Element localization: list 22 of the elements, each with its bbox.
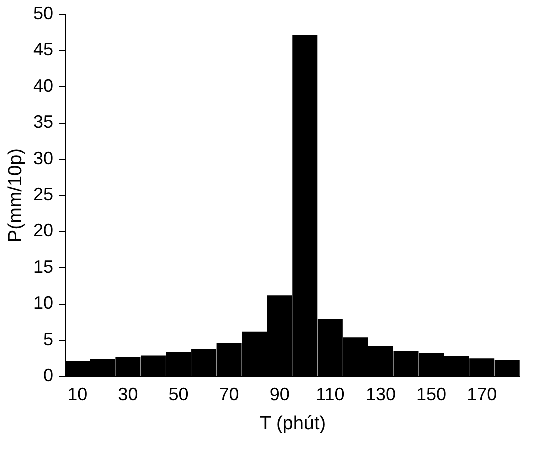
x-axis-title: T (phút) bbox=[260, 414, 326, 434]
y-tick-label: 40 bbox=[33, 76, 54, 96]
x-tick-label: 30 bbox=[118, 384, 138, 404]
x-tick-label: 10 bbox=[68, 384, 88, 404]
y-tick-label: 50 bbox=[33, 4, 54, 24]
x-tick-label: 150 bbox=[416, 384, 447, 404]
y-tick-label: 15 bbox=[33, 256, 54, 277]
y-tick-label: 5 bbox=[43, 329, 54, 350]
x-tick-label: 90 bbox=[270, 384, 290, 404]
y-tick-label: 20 bbox=[33, 220, 54, 241]
x-tick-label: 110 bbox=[316, 384, 345, 404]
y-tick-label: 0 bbox=[43, 366, 54, 386]
y-tick-label: 35 bbox=[33, 112, 54, 132]
y-tick-label: 45 bbox=[33, 40, 54, 60]
x-tick-label: 170 bbox=[467, 384, 498, 404]
y-axis-title: P(mm/10p) bbox=[5, 148, 26, 242]
y-tick-label: 30 bbox=[33, 148, 54, 168]
x-tick-label: 130 bbox=[366, 384, 396, 404]
y-tick-label: 10 bbox=[33, 293, 54, 314]
x-tick-label: 70 bbox=[219, 384, 240, 404]
y-tick-label: 25 bbox=[33, 184, 54, 204]
x-tick-label: 50 bbox=[168, 384, 189, 404]
